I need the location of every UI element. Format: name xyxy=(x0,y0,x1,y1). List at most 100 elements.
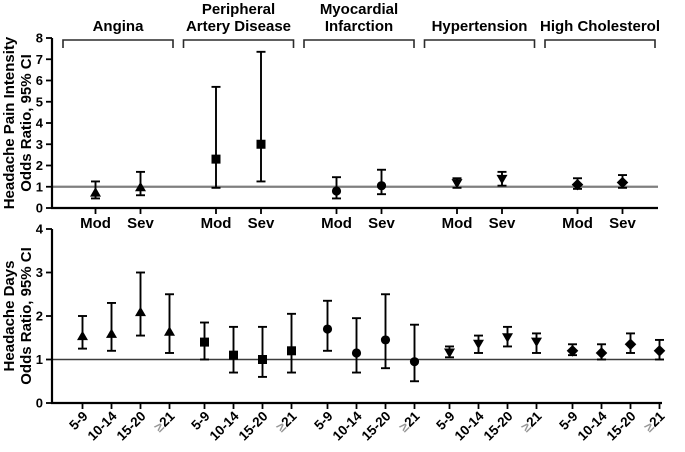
x-tick-label: 10-14 xyxy=(575,408,610,443)
x-tick-label: ≥21 xyxy=(641,408,668,435)
marker-diamond xyxy=(595,347,608,359)
group-bracket xyxy=(303,39,415,48)
group-hypertension: Hypertension Mod Sev xyxy=(423,18,536,232)
errorbar xyxy=(331,176,342,200)
marker-diamond xyxy=(616,176,629,189)
errorbar xyxy=(77,315,88,350)
group-angina: Angina Mod Sev xyxy=(62,18,174,232)
marker-diamond xyxy=(566,345,579,357)
errorbar xyxy=(164,293,175,354)
marker-triangle-down xyxy=(496,174,508,185)
y-tick-label: 5 xyxy=(36,94,43,109)
errorbar xyxy=(473,334,484,354)
errorbar xyxy=(380,293,391,370)
marker-triangle-up xyxy=(135,306,146,317)
group-header-line1: Myocardial xyxy=(320,1,398,18)
errorbar xyxy=(287,312,296,374)
errorbar xyxy=(595,343,608,361)
marker-triangle-down xyxy=(502,333,513,343)
marker-diamond xyxy=(624,338,637,351)
group-high-cholesterol: High Cholesterol Mod Sev xyxy=(540,18,660,232)
errorbar xyxy=(496,170,508,187)
errorbar xyxy=(322,299,333,352)
marker-triangle-down xyxy=(531,337,542,348)
errorbar xyxy=(502,325,513,348)
marker-triangle-up xyxy=(164,326,175,336)
x-tick-label: 15-20 xyxy=(236,409,271,444)
x-tick-label: Mod xyxy=(201,215,232,232)
marker-circle xyxy=(409,357,420,367)
x-tick-label: 15-20 xyxy=(359,409,394,444)
errorbar xyxy=(90,180,101,200)
errorbar xyxy=(200,321,209,361)
marker-triangle-down xyxy=(444,348,455,358)
marker-circle xyxy=(351,348,362,358)
errorbar xyxy=(566,343,579,357)
marker-triangle-down xyxy=(473,339,484,350)
y-tick-label: 6 xyxy=(36,73,43,88)
errorbar xyxy=(258,325,267,378)
errorbar xyxy=(351,317,362,374)
x-tick-label: Mod xyxy=(321,215,352,232)
x-tick-label: Sev xyxy=(609,215,636,232)
errorbar xyxy=(531,332,542,354)
x-tick-label: Sev xyxy=(489,215,516,232)
y-tick-label: 4 xyxy=(36,116,44,131)
marker-square xyxy=(229,350,238,360)
marker-triangle-down xyxy=(451,179,463,189)
panel-headache-days: 0 1 2 3 4 Headache Days Odds Ratio, 95% CI 5-91… xyxy=(1,222,668,444)
marker-square xyxy=(211,154,221,164)
errorbar xyxy=(571,177,584,191)
x-tick-label: 10-14 xyxy=(207,408,242,443)
errorbar xyxy=(376,168,387,196)
y-tick-label: 1 xyxy=(36,352,43,367)
y-tick-label: 8 xyxy=(36,31,43,46)
x-tick-label: 15-20 xyxy=(604,409,639,444)
group-header: Angina xyxy=(93,18,144,35)
errorbar xyxy=(616,174,629,189)
marker-triangle-up xyxy=(90,187,101,197)
marker-square xyxy=(200,337,209,347)
y-tick-label: 2 xyxy=(36,158,43,173)
group-bracket xyxy=(62,39,174,48)
group-bracket xyxy=(544,39,656,48)
x-tick-label: Mod xyxy=(80,215,111,232)
y-axis-label: Odds Ratio, 95% CI xyxy=(18,247,35,385)
marker-circle xyxy=(380,335,391,345)
marker-circle xyxy=(376,181,387,191)
errorbar xyxy=(256,50,266,183)
y-axis-label: Odds Ratio, 95% CI xyxy=(18,54,35,192)
marker-square xyxy=(287,346,296,356)
x-tick-label: 10-14 xyxy=(85,408,120,443)
errorbar xyxy=(135,271,146,337)
y-tick-label: 0 xyxy=(36,201,43,216)
errorbar xyxy=(624,332,637,354)
y-tick-label: 7 xyxy=(36,52,43,67)
group-header-line1: Peripheral xyxy=(202,1,275,18)
marker-triangle-up xyxy=(106,328,117,338)
errorbar xyxy=(409,323,420,383)
panel-headache-pain-intensity: 0 1 2 3 4 5 6 7 8 Headache Pain Intensity Odds Rat… xyxy=(1,1,660,232)
y-tick-label: 2 xyxy=(36,309,43,324)
marker-circle xyxy=(322,324,333,334)
marker-triangle-up xyxy=(77,330,88,341)
group-header: Hypertension xyxy=(432,18,528,35)
x-tick-label: 15-20 xyxy=(481,409,516,444)
errorbar xyxy=(653,338,666,361)
x-tick-label: ≥21 xyxy=(396,408,423,435)
marker-diamond xyxy=(653,345,666,357)
x-tick-label: ≥21 xyxy=(518,408,545,435)
x-tick-label: Mod xyxy=(562,215,593,232)
marker-square xyxy=(256,139,266,149)
x-tick-label: ≥21 xyxy=(151,408,178,435)
x-tick-label: Sev xyxy=(368,215,395,232)
errorbar xyxy=(211,85,221,189)
